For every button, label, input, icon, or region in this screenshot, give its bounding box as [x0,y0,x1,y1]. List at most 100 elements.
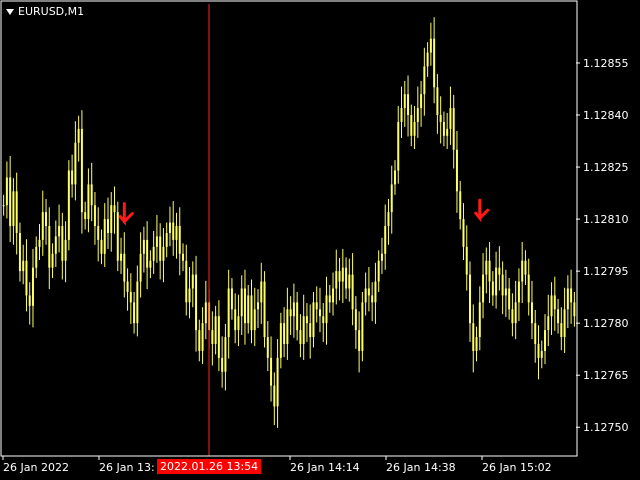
candle-body [230,288,233,310]
price-tick-label: 1.12795 [583,265,629,278]
candle-body [106,219,109,233]
candle-body [524,260,527,275]
candle-body [100,239,103,254]
dropdown-triangle-icon[interactable] [6,9,14,15]
candle-body [511,309,514,324]
candle-body [361,302,364,351]
candle-body [367,288,370,296]
candle-body [283,323,286,344]
candle-body [260,281,263,303]
candle-body [80,128,83,213]
candle-body [129,291,132,303]
candle-body [527,274,530,303]
candle-body [136,281,139,324]
candle-body [371,295,374,303]
candle-body [67,170,70,240]
candle-body [217,316,220,358]
candle-body [407,94,410,116]
candle-body [168,222,171,233]
candle-body [504,288,507,296]
candle-body [570,288,573,303]
candle-body [71,170,74,185]
candle-body [175,226,178,240]
candle-body [5,177,8,206]
candle-body [152,246,155,261]
price-tick-label: 1.12765 [583,369,629,382]
price-tick-label: 1.12750 [583,421,629,434]
candle-body [97,226,100,240]
symbol-header[interactable]: EURUSD,M1 [6,5,84,18]
candle-body [126,281,129,292]
candle-body [534,323,537,344]
candle-body [338,271,341,282]
candle-body [380,253,383,261]
candle-body [266,337,269,358]
candle-body [90,184,93,206]
candle-body [61,226,64,261]
candle-body [547,316,550,331]
candle-body [273,385,276,407]
candle-body [358,330,361,351]
candle-body [491,281,494,296]
candle-body [501,274,504,296]
candle-body [469,274,472,324]
candle-body [133,302,136,324]
time-tick-label: 26 Jan 14:38 [386,461,456,474]
candle-body [429,38,432,53]
candle-body [446,128,449,136]
candle-body [292,302,295,317]
candle-body [198,330,201,351]
candle-body [139,253,142,282]
candle-body [185,260,188,303]
sell-arrow-icon [118,202,134,226]
candle-body [312,302,315,338]
candle-body [420,94,423,109]
candle-body [377,260,380,282]
candle-body [452,108,455,150]
candle-body [84,212,87,220]
candle-body [384,226,387,254]
candle-body [103,219,106,254]
candle-body [120,253,123,261]
candle-body [18,232,21,272]
candle-body [211,330,214,344]
candle-body [45,212,48,227]
candle-body [142,239,145,254]
price-tick-label: 1.12780 [583,317,629,330]
crosshair-time-label: 2022.01.26 13:54 [157,459,262,474]
signals-layer [118,198,490,226]
candle-body [54,236,57,254]
candle-body [48,226,51,268]
candle-body [482,274,485,303]
candle-body [387,212,390,227]
candle-body [410,115,413,136]
candle-body [553,295,556,310]
candle-body [195,274,198,331]
candle-body [149,260,152,268]
candle-body [51,253,54,268]
candle-body [325,295,328,324]
candle-body [573,302,576,317]
candle-body [318,309,321,317]
candle-body [517,281,520,303]
candle-body [560,323,563,338]
candle-body [400,108,403,122]
candle-body [201,323,204,351]
price-tick-label: 1.12840 [583,109,629,122]
candle-body [475,337,478,351]
candle-body [495,267,498,296]
candle-body [514,302,517,324]
time-tick-label: 26 Jan 15:02 [482,461,552,474]
candle-body [123,253,126,282]
candle-body [442,121,445,136]
candle-body [436,87,439,116]
candle-body [162,246,165,261]
candle-body [299,330,302,344]
candle-body [155,236,158,247]
candle-body [332,288,335,303]
candle-body [462,219,465,247]
candle-body [374,281,377,303]
candle-body [449,108,452,129]
